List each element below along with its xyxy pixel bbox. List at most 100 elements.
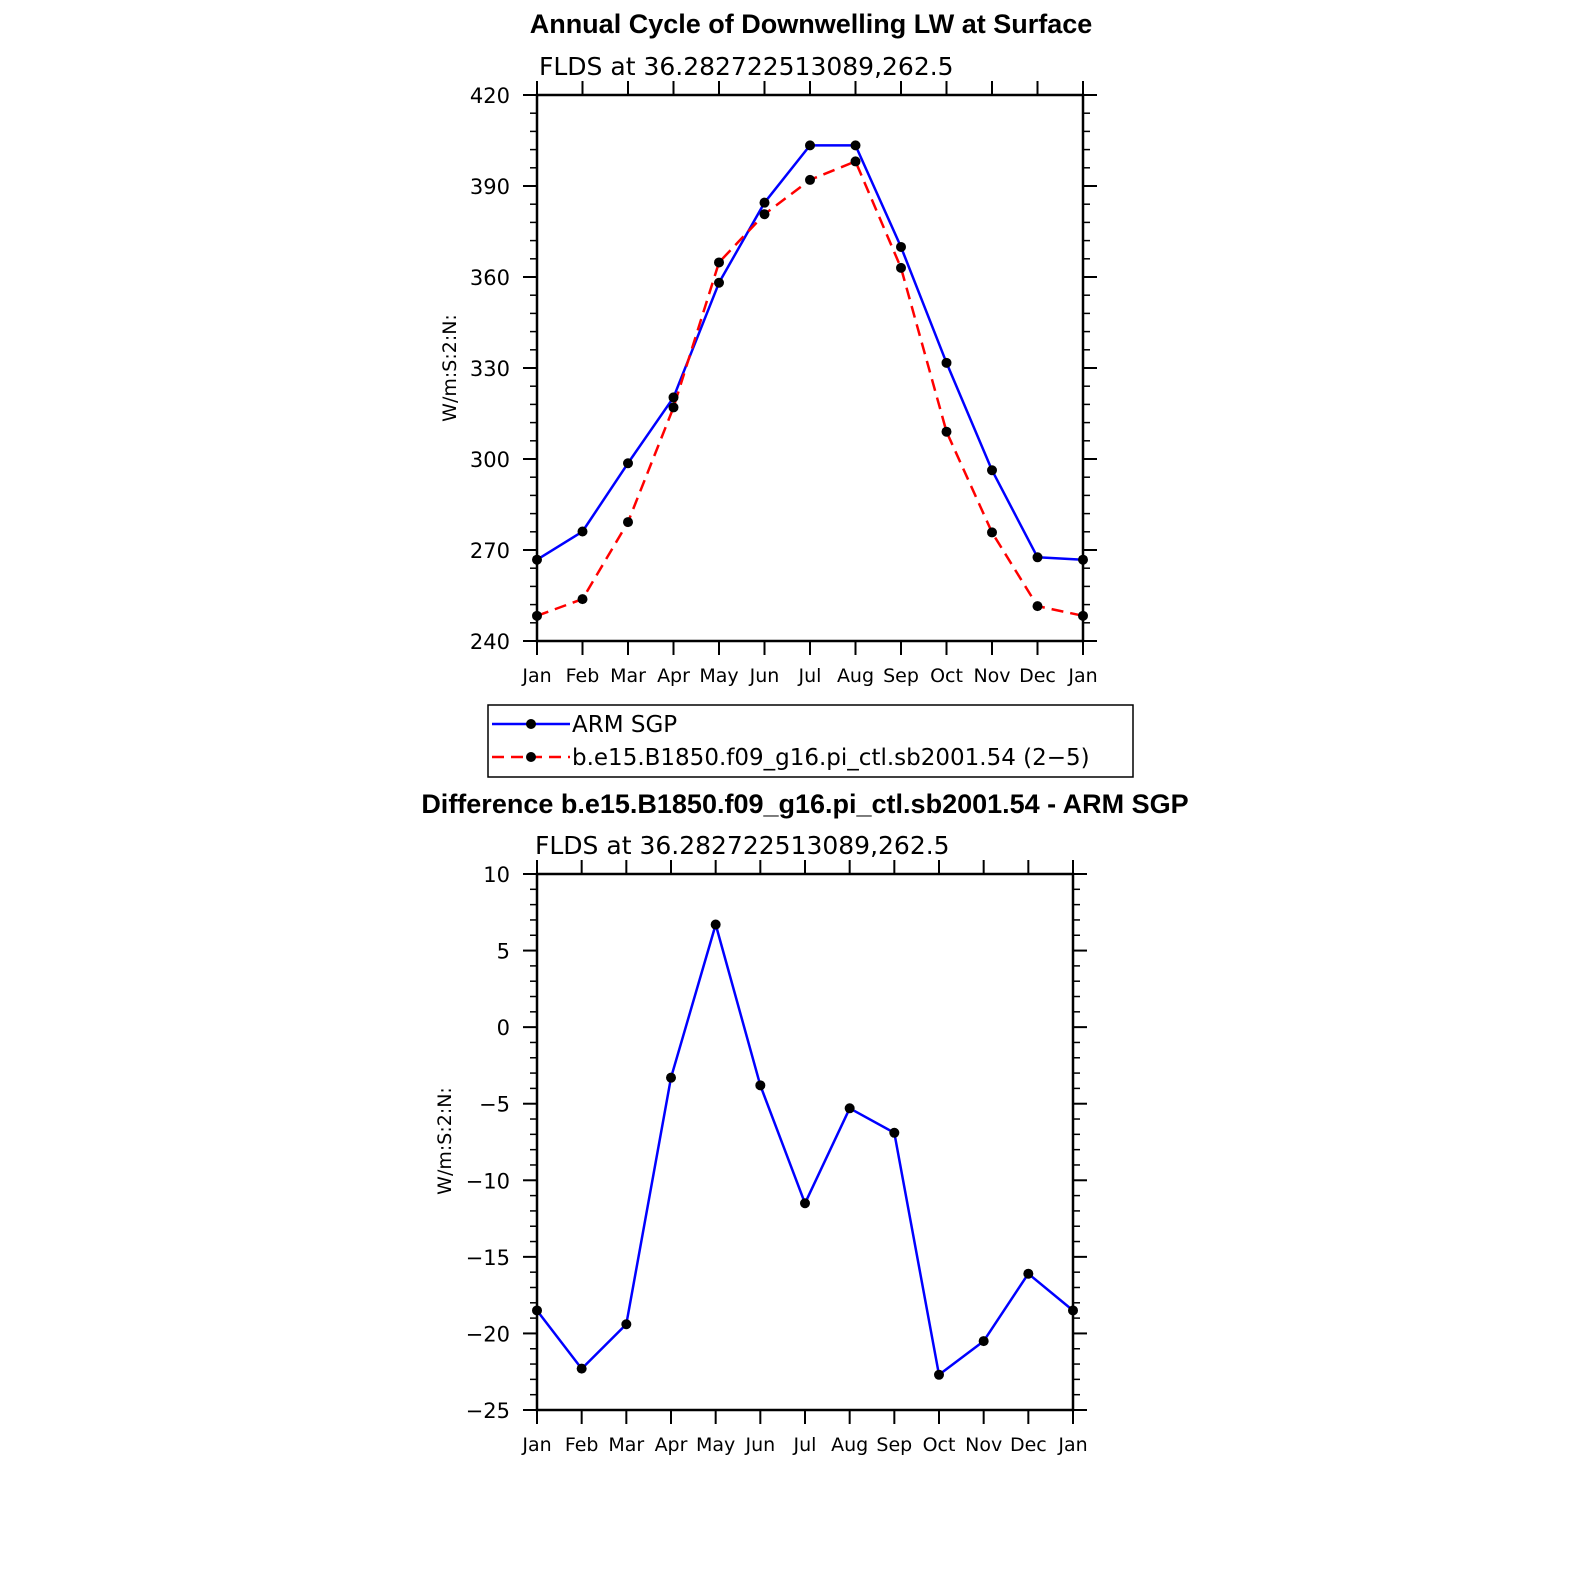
data-point	[532, 1305, 542, 1316]
y-tick-label: −25	[466, 1399, 510, 1423]
x-tick-label: Sep	[876, 1434, 912, 1456]
x-tick-label: Feb	[565, 1434, 599, 1456]
x-tick-label: Nov	[965, 1434, 1002, 1456]
legend-label-arm: ARM SGP	[572, 712, 677, 738]
data-point	[710, 919, 721, 930]
data-point	[668, 402, 679, 413]
y-tick-label: 390	[470, 175, 510, 199]
y-tick-label: 240	[470, 630, 510, 654]
data-point	[934, 1369, 944, 1380]
data-point	[850, 156, 861, 167]
data-point	[896, 262, 906, 273]
data-point	[576, 1363, 587, 1374]
y-tick-label: 0	[497, 1016, 510, 1040]
x-tick-label: Jan	[1057, 1434, 1087, 1456]
x-tick-label: Jan	[521, 1434, 551, 1456]
x-tick-label: Dec	[1019, 665, 1056, 687]
y-tick-label: −15	[466, 1246, 510, 1270]
x-tick-label: Feb	[566, 665, 600, 687]
x-tick-label: Jun	[749, 665, 780, 687]
legend-marker-model	[526, 752, 536, 762]
x-tick-label: Aug	[837, 665, 874, 687]
chart-subtitle: FLDS at 36.282722513089,262.5	[539, 52, 954, 81]
x-tick-label: Mar	[610, 665, 646, 687]
data-point	[987, 527, 997, 538]
x-tick-label: Jan	[1067, 665, 1097, 687]
data-point	[1032, 552, 1043, 563]
x-tick-label: Nov	[973, 665, 1010, 687]
data-point	[1078, 610, 1088, 621]
y-tick-label: 330	[470, 357, 510, 381]
series-line-0	[536, 144, 1084, 561]
data-point	[805, 174, 815, 185]
x-tick-label: Sep	[883, 665, 919, 687]
x-tick-label: Dec	[1010, 1434, 1047, 1456]
data-point	[1032, 601, 1043, 612]
data-point	[844, 1103, 855, 1114]
data-point	[759, 197, 770, 208]
data-point	[666, 1072, 676, 1083]
x-tick-label: Oct	[923, 1434, 956, 1456]
data-point	[714, 257, 724, 268]
y-tick-label: 10	[483, 863, 510, 887]
data-point	[889, 1127, 900, 1138]
x-tick-label: Apr	[655, 1434, 688, 1456]
legend-label-model: b.e15.B1850.f09_g16.pi_ctl.sb2001.54 (2−…	[572, 745, 1090, 771]
data-point	[623, 458, 633, 469]
legend-box	[487, 704, 1134, 778]
x-tick-label: Apr	[657, 665, 690, 687]
data-point	[978, 1336, 989, 1347]
data-point	[1078, 554, 1088, 565]
x-tick-label: Jul	[798, 665, 822, 687]
x-tick-label: Jan	[521, 665, 551, 687]
data-point	[577, 526, 588, 537]
annual-cycle-chart: Annual Cycle of Downwelling LW at Surfac…	[439, 9, 1098, 687]
data-point	[805, 140, 815, 151]
data-point	[1023, 1268, 1034, 1279]
y-tick-label: −10	[466, 1169, 510, 1193]
data-point	[987, 465, 997, 476]
y-tick-label: 360	[470, 266, 510, 290]
difference-chart: Difference b.e15.B1850.f09_g16.pi_ctl.sb…	[421, 789, 1188, 1456]
y-axis-label: W/m:S:2:N:	[439, 314, 461, 422]
data-point	[577, 594, 588, 605]
y-axis-label: W/m:S:2:N:	[434, 1087, 456, 1195]
x-tick-label: Aug	[831, 1434, 868, 1456]
data-point	[1068, 1305, 1078, 1316]
x-tick-label: May	[699, 665, 738, 687]
data-point	[668, 392, 679, 403]
y-tick-label: 420	[470, 84, 510, 108]
data-point	[896, 241, 906, 252]
y-tick-label: −20	[466, 1322, 510, 1346]
y-tick-label: 300	[470, 448, 510, 472]
y-tick-label: 270	[470, 539, 510, 563]
data-point	[532, 610, 542, 621]
chart-subtitle: FLDS at 36.282722513089,262.5	[535, 831, 950, 860]
chart-title: Annual Cycle of Downwelling LW at Surfac…	[530, 9, 1093, 39]
series-line-1	[536, 160, 1084, 618]
x-tick-label: Oct	[930, 665, 963, 687]
data-point	[621, 1319, 632, 1330]
data-point	[755, 1080, 766, 1091]
x-tick-label: Mar	[608, 1434, 644, 1456]
y-tick-label: −5	[479, 1093, 510, 1117]
data-point	[941, 357, 952, 368]
legend-marker-arm	[526, 719, 536, 729]
data-point	[714, 277, 724, 288]
data-point	[623, 517, 633, 528]
series-line-0	[536, 923, 1074, 1377]
plot-area: 240 270 300 330 360 390 420 Jan Feb Mar Apr May Jun J…	[470, 81, 1098, 687]
chart-title: Difference b.e15.B1850.f09_g16.pi_ctl.sb…	[421, 789, 1188, 819]
x-tick-label: Jul	[793, 1434, 817, 1456]
legend: ARM SGP b.e15.B1850.f09_g16.pi_ctl.sb200…	[487, 704, 1134, 778]
data-point	[800, 1198, 810, 1209]
data-point	[759, 209, 770, 220]
data-point	[941, 426, 952, 437]
y-tick-label: 5	[497, 940, 510, 964]
x-tick-label: Jun	[744, 1434, 775, 1456]
x-tick-label: May	[696, 1434, 735, 1456]
plot-area: −25 −20 −15 −10 −5 0 5 10 Jan Feb Mar Apr May Jun Jul A…	[466, 860, 1088, 1456]
data-point	[850, 140, 861, 151]
data-point	[532, 554, 542, 565]
